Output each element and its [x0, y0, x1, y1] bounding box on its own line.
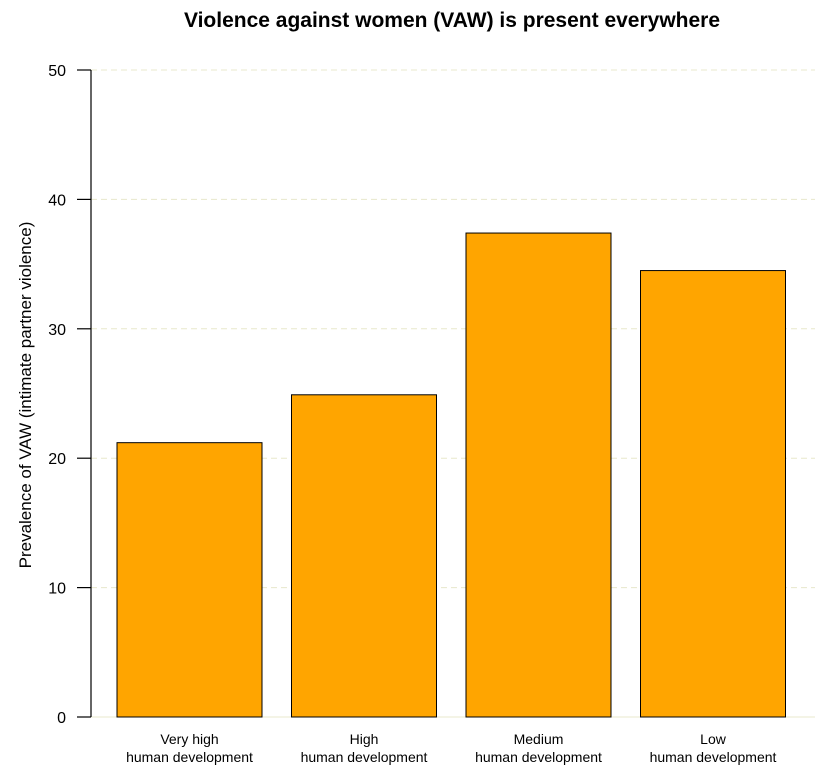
bar	[291, 394, 437, 718]
x-tick-label: human development	[650, 749, 777, 765]
x-axis-labels: Very high human development High human deve…	[126, 731, 776, 765]
x-tick-label: Low	[700, 731, 727, 747]
chart-title: Violence against women (VAW) is present …	[184, 9, 720, 32]
y-axis-ticks: 0 10 20 30 40 50	[48, 63, 91, 727]
x-tick-label: human development	[301, 749, 428, 765]
x-tick-label: Very high	[160, 731, 218, 747]
y-tick-label: 30	[48, 322, 66, 339]
bar	[640, 270, 786, 718]
y-axis-label: Prevalence of VAW (intimate partner viol…	[16, 222, 35, 569]
y-tick-label: 0	[57, 710, 66, 727]
x-tick-label: Medium	[514, 731, 564, 747]
x-tick-label: High	[350, 731, 379, 747]
y-tick-label: 50	[48, 63, 66, 80]
bar	[116, 442, 263, 718]
bars	[116, 232, 786, 718]
bar	[465, 232, 612, 718]
y-tick-label: 20	[48, 451, 66, 468]
y-tick-label: 40	[48, 192, 66, 209]
y-tick-label: 10	[48, 581, 66, 598]
x-tick-label: human development	[475, 749, 602, 765]
x-tick-label: human development	[126, 749, 253, 765]
